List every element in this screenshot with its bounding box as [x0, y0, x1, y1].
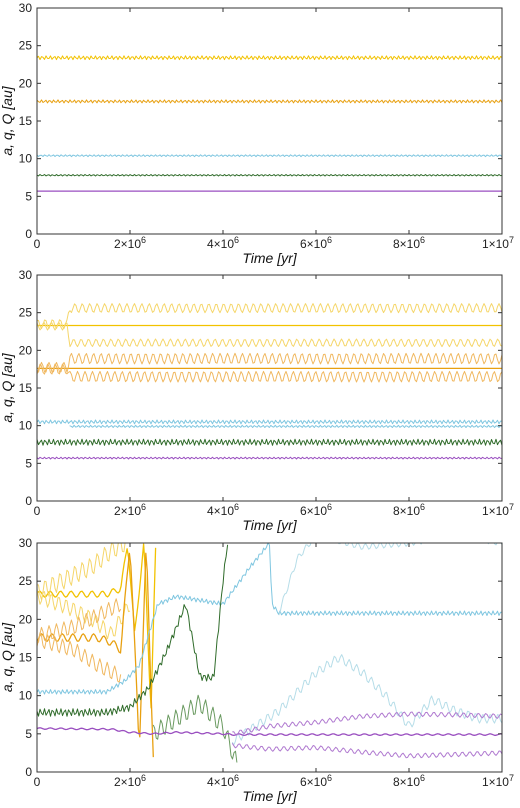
series-line-6: [37, 632, 122, 683]
chart-panel-1: 0 5 10 15 20 25 30 0 2×106 4×106 6×106 8×106 1×107 Ti…: [0, 1, 514, 266]
series-line-1: [37, 55, 502, 61]
y-tick-label: 25: [19, 574, 33, 588]
y-tick-label: 0: [25, 227, 32, 241]
x-tick-label: 6×106: [300, 502, 332, 518]
y-tick-label: 15: [19, 651, 33, 665]
y-tick-label: 30: [19, 1, 33, 15]
series-line-3: [37, 322, 502, 348]
y-axis-label: a, q, Q [au]: [0, 622, 15, 692]
y-tick-label: 15: [19, 381, 33, 395]
series-line-14: [231, 742, 502, 759]
x-tick-label: 6×106: [300, 773, 332, 789]
series-line-2: [37, 99, 502, 104]
y-tick-label: 5: [25, 456, 32, 470]
plot-frame: [36, 542, 503, 773]
y-tick-label: 0: [25, 494, 32, 508]
y-tick-label: 10: [19, 419, 33, 433]
x-tick-label: 1×107: [482, 773, 514, 789]
y-tick-label: 30: [19, 536, 33, 550]
series-line-10: [37, 456, 502, 460]
x-tick-label: 0: [34, 237, 41, 251]
series-line-9: [37, 438, 502, 446]
plot-frame: [36, 7, 503, 235]
y-tick-label: 5: [25, 189, 32, 203]
x-tick-label: 2×106: [114, 235, 146, 251]
series-line-1: [37, 543, 157, 709]
series-line-7: [37, 543, 502, 695]
series-line-8: [69, 424, 502, 428]
y-tick-label: 10: [19, 689, 33, 703]
x-axis-label: Time [yr]: [242, 788, 297, 804]
series-group: [37, 543, 502, 763]
x-tick-label: 1×107: [482, 235, 514, 251]
y-tick-label: 30: [19, 268, 33, 282]
y-axis-label: a, q, Q [au]: [0, 85, 15, 155]
x-tick-label: 1×107: [482, 502, 514, 518]
y-axis-label: a, q, Q [au]: [0, 352, 15, 422]
series-line-11: [152, 694, 238, 763]
x-tick-label: 6×106: [300, 235, 332, 251]
x-tick-label: 2×106: [114, 773, 146, 789]
series-line-8: [278, 543, 502, 616]
x-tick-label: 8×106: [393, 773, 425, 789]
x-tick-label: 4×106: [207, 502, 239, 518]
series-line-3: [37, 588, 131, 640]
y-tick-label: 25: [19, 39, 33, 53]
y-tick-label: 0: [25, 765, 32, 779]
x-tick-label: 8×106: [393, 502, 425, 518]
x-axis-label: Time [yr]: [242, 250, 297, 266]
y-tick-label: 10: [19, 152, 33, 166]
series-line-7: [37, 419, 502, 425]
y-tick-label: 25: [19, 306, 33, 320]
series-line-6: [37, 363, 502, 383]
series-group: [37, 55, 502, 192]
series-line-12: [37, 727, 502, 737]
series-line-2: [37, 303, 502, 329]
y-tick-label: 20: [19, 343, 33, 357]
series-line-3: [37, 154, 502, 158]
x-tick-label: 4×106: [207, 773, 239, 789]
series-line-5: [37, 598, 122, 643]
x-axis-label: Time [yr]: [242, 517, 297, 533]
series-line-2: [37, 543, 126, 601]
series-line-5: [37, 352, 502, 373]
x-tick-label: 0: [34, 504, 41, 518]
series-line-9: [231, 654, 502, 746]
chart-panel-2: 0 5 10 15 20 25 30 0 2×106 4×106 6×106 8×106 1×107 Ti…: [0, 268, 514, 533]
y-tick-label: 20: [19, 76, 33, 90]
x-tick-label: 4×106: [207, 235, 239, 251]
chart-panel-3: 0 5 10 15 20 25 30 0 2×106 4×106 6×106 8×106 1×107 Ti…: [0, 536, 514, 804]
series-group: [37, 303, 502, 460]
x-tick-label: 2×106: [114, 502, 146, 518]
x-tick-label: 8×106: [393, 235, 425, 251]
series-line-10: [37, 544, 229, 717]
y-tick-label: 15: [19, 114, 33, 128]
series-line-13: [232, 711, 502, 736]
series-line-4: [37, 174, 502, 177]
x-tick-label: 0: [34, 775, 41, 789]
y-tick-label: 5: [25, 727, 32, 741]
y-tick-label: 20: [19, 612, 33, 626]
